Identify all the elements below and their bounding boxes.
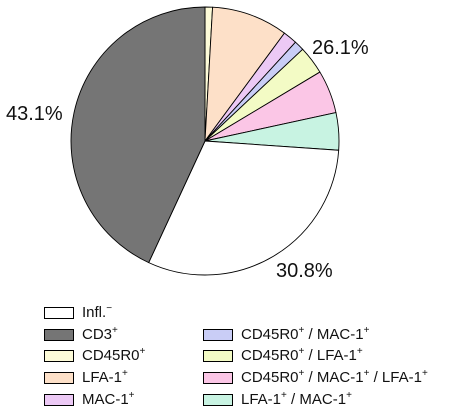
legend-label: CD45R0+ / LFA-1+ [241, 346, 363, 365]
legend-item-lfa1: LFA-1+ [44, 368, 128, 388]
slice-percent-label: 26.1% [312, 37, 369, 59]
legend-label: Infl.− [82, 303, 113, 322]
legend-label: CD45R0+ / MAC-1+ [241, 325, 370, 344]
legend-item-infl-neg: Infl.− [44, 303, 112, 323]
pie-slice [70, 6, 206, 264]
legend-label: CD45R0+ / MAC-1+ / LFA-1+ [241, 368, 428, 387]
slice-percent-label: 30.8% [276, 260, 333, 282]
legend-label: CD3+ [82, 325, 118, 344]
legend-swatch [44, 394, 74, 406]
slice-percent-label: 43.1% [6, 103, 63, 125]
legend-item-lfa1-mac1: LFA-1+ / MAC-1+ [203, 390, 352, 410]
legend-label: LFA-1+ [82, 368, 128, 387]
legend-label: CD45R0+ [82, 346, 146, 365]
legend-swatch [203, 329, 233, 341]
legend-swatch [44, 372, 74, 384]
legend-swatch [203, 372, 233, 384]
legend-item-mac1: MAC-1+ [44, 390, 135, 410]
pie-slice [148, 140, 340, 276]
legend-swatch [44, 350, 74, 362]
pie-chart: 26.1% 30.8% 43.1% [6, 6, 369, 282]
legend-item-cd45r0-mac1-lfa1: CD45R0+ / MAC-1+ / LFA-1+ [203, 368, 428, 388]
legend-item-cd45r0: CD45R0+ [44, 346, 145, 366]
legend-item-cd3: CD3+ [44, 325, 118, 345]
legend-swatch [44, 307, 74, 319]
legend-label: LFA-1+ / MAC-1+ [241, 390, 352, 409]
pie-slice [204, 6, 285, 142]
legend-swatch [44, 329, 74, 341]
legend-label: MAC-1+ [82, 390, 135, 409]
legend-swatch [203, 394, 233, 406]
legend-swatch [203, 350, 233, 362]
legend-item-cd45r0-lfa1: CD45R0+ / LFA-1+ [203, 346, 363, 366]
legend-item-cd45r0-mac1: CD45R0+ / MAC-1+ [203, 325, 369, 345]
